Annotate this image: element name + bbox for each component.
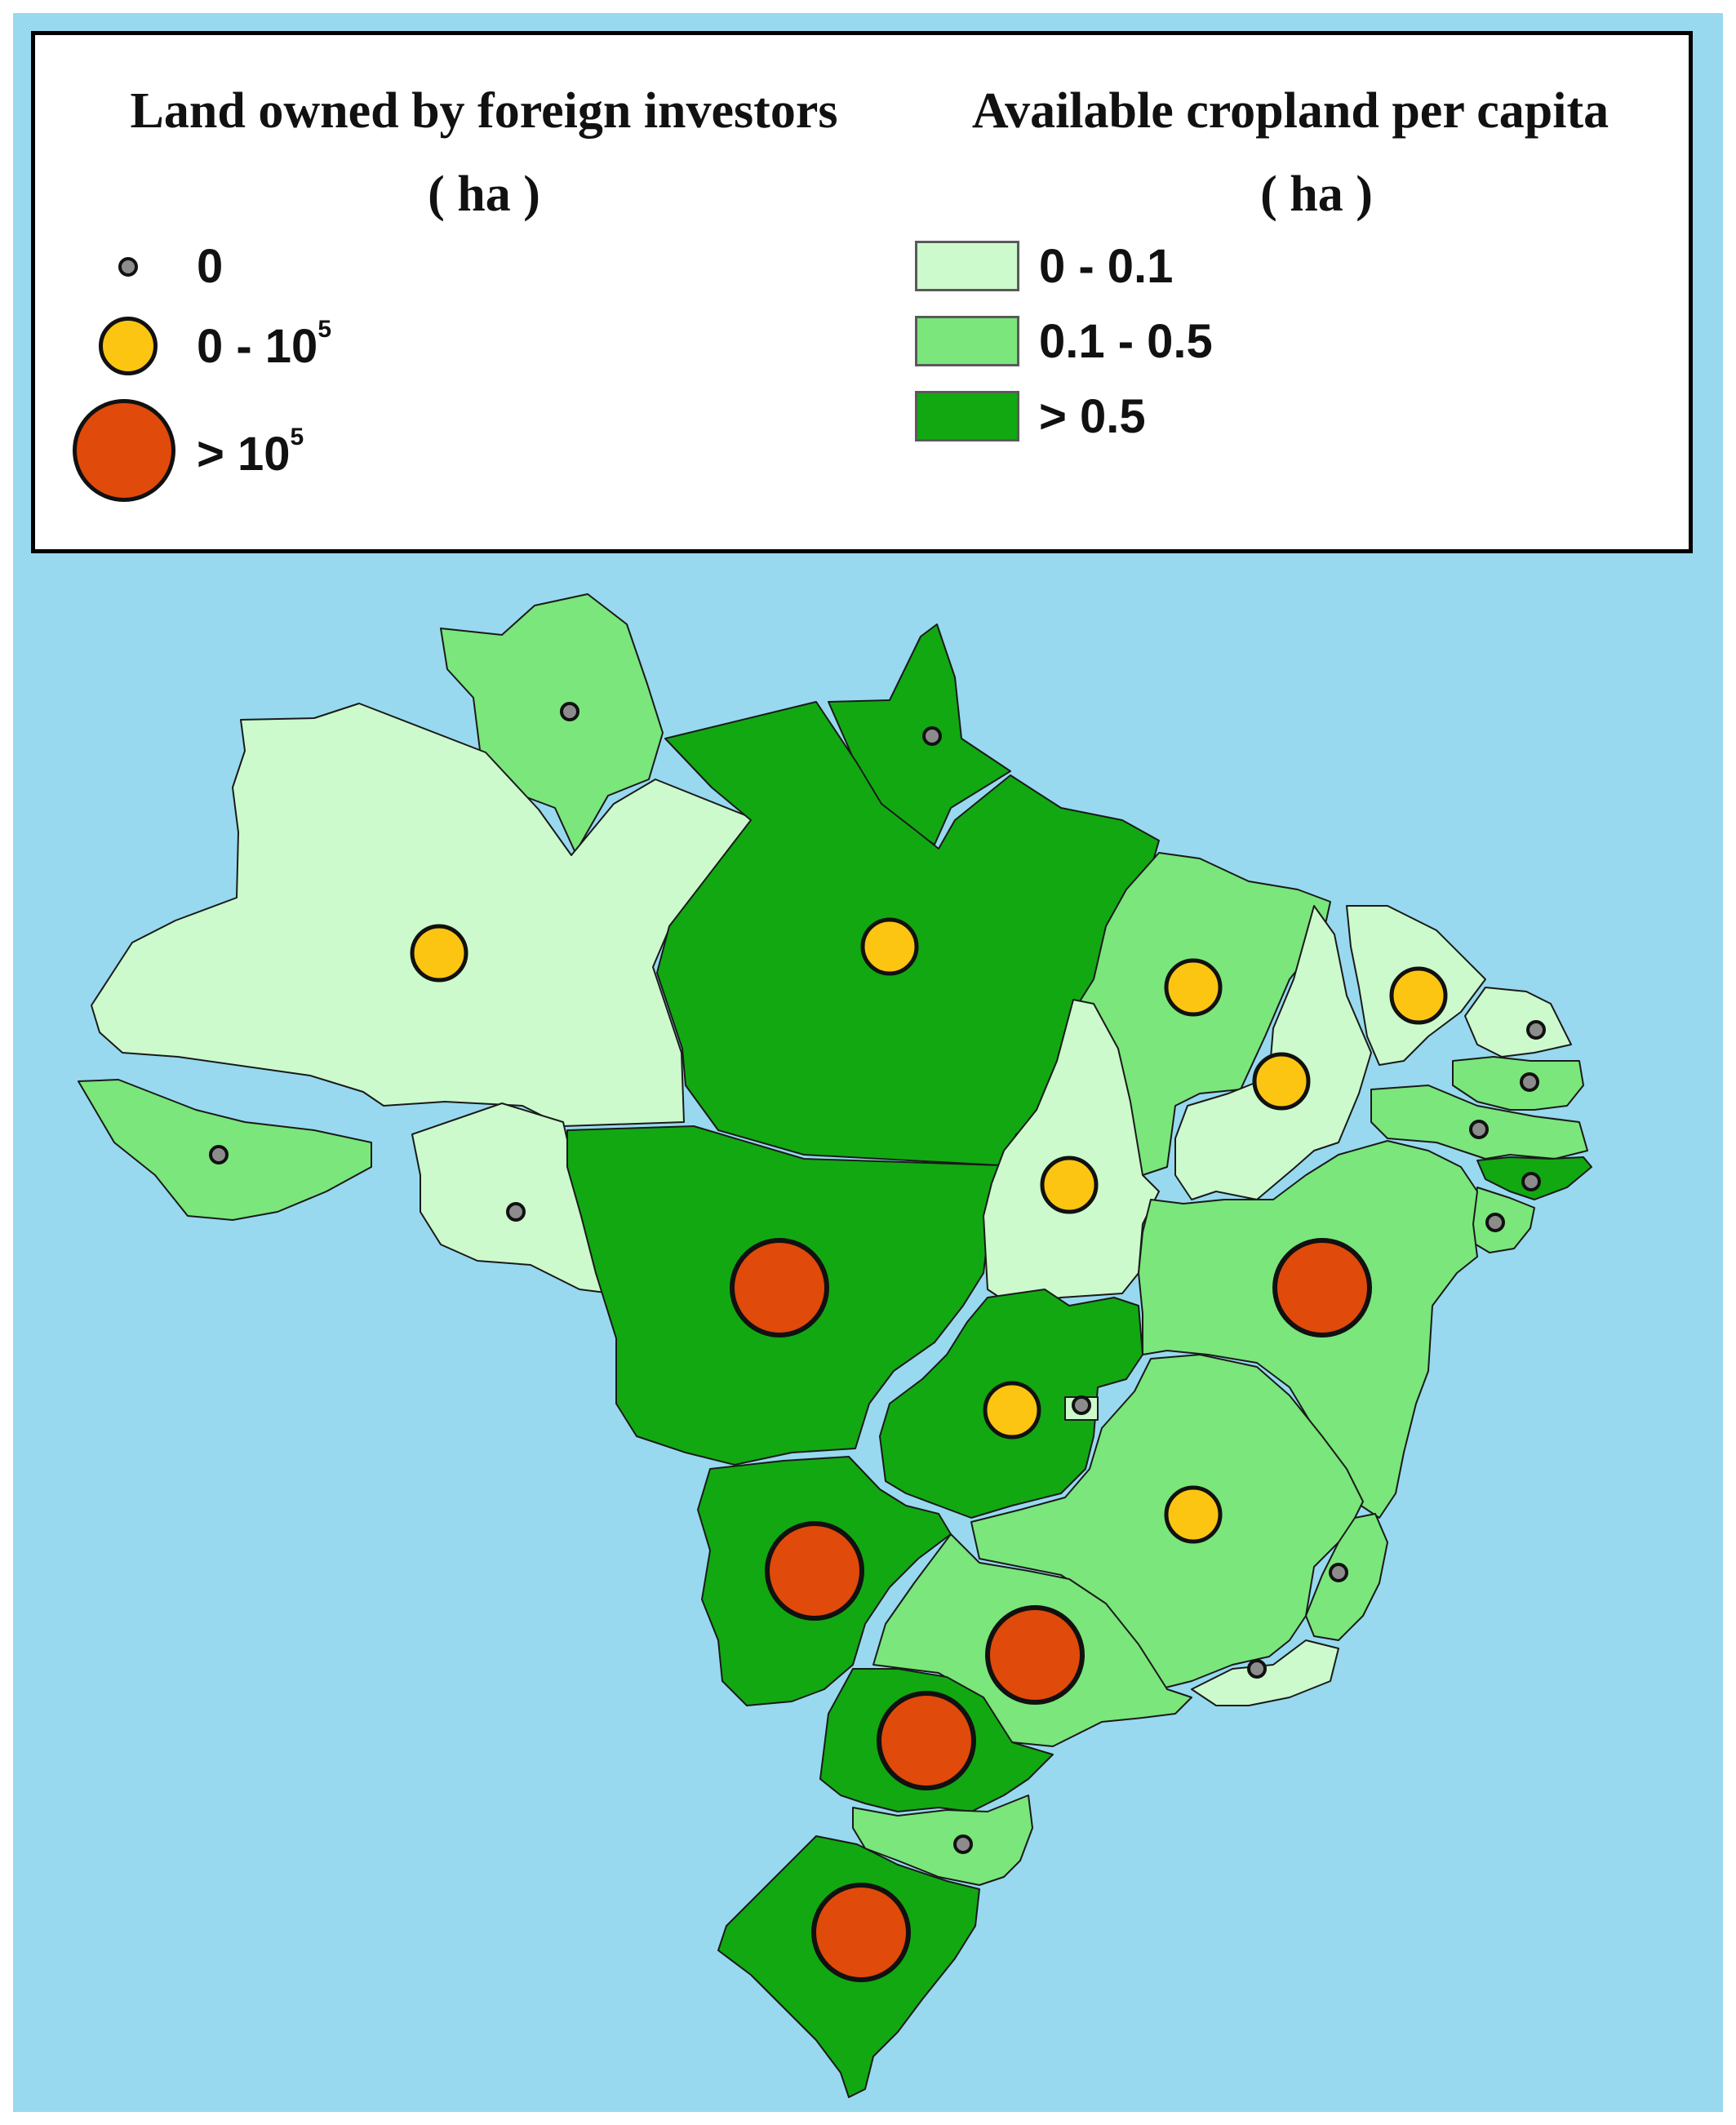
marker-rondonia xyxy=(506,1202,526,1222)
cropland-label-high: > 0.5 xyxy=(1039,390,1146,443)
region-rondonia xyxy=(411,1102,637,1294)
marker-maranhao xyxy=(1164,958,1223,1017)
marker-sao-paulo xyxy=(985,1605,1085,1705)
region-rio-grande-do-norte xyxy=(1464,987,1572,1058)
cropland-label-low: 0 - 0.1 xyxy=(1039,240,1174,293)
marker-roraima xyxy=(560,702,579,721)
cropland-swatch-low xyxy=(915,241,1019,291)
marker-minas-gerais xyxy=(1164,1485,1223,1544)
investment-small-label: 0 - 105 xyxy=(197,316,332,373)
region-tocantins xyxy=(983,999,1160,1306)
investment-small-marker-icon xyxy=(99,317,158,375)
cropland-label-mid: 0.1 - 0.5 xyxy=(1039,315,1213,368)
marker-sergipe xyxy=(1485,1213,1505,1232)
investment-large-marker-icon xyxy=(73,399,175,502)
marker-piaui xyxy=(1252,1052,1311,1111)
marker-goias xyxy=(983,1381,1041,1440)
marker-tocantins xyxy=(1040,1156,1099,1214)
marker-mato-grosso xyxy=(730,1238,829,1338)
marker-bahia xyxy=(1272,1238,1372,1338)
marker-amazonas xyxy=(410,924,468,983)
marker-para xyxy=(860,917,919,976)
marker-rio-grande-do-norte xyxy=(1526,1020,1546,1040)
investment-zero-label: 0 xyxy=(197,240,224,293)
marker-ceara xyxy=(1389,966,1448,1025)
marker-pernambuco xyxy=(1469,1120,1489,1139)
region-paraiba xyxy=(1452,1056,1584,1111)
cropland-swatch-mid xyxy=(915,316,1019,366)
investors-legend-unit: ( ha ) xyxy=(428,166,540,222)
marker-alagoas xyxy=(1521,1172,1541,1191)
cropland-legend-unit: ( ha ) xyxy=(1260,166,1373,222)
markers-layer xyxy=(209,702,1546,1982)
region-amazonas xyxy=(91,703,758,1127)
investment-large-label: > 105 xyxy=(197,424,304,481)
legend: Land owned by foreign investors ( ha ) 0… xyxy=(31,31,1693,553)
marker-acre xyxy=(209,1145,229,1165)
investors-legend-title: Land owned by foreign investors xyxy=(130,83,838,139)
regions-layer xyxy=(78,593,1592,2098)
marker-espirito-santo xyxy=(1329,1563,1348,1582)
marker-mato-grosso-do-sul xyxy=(765,1521,864,1621)
marker-amapa xyxy=(922,726,942,746)
marker-santa-catarina xyxy=(953,1834,973,1854)
marker-paraiba xyxy=(1520,1072,1539,1092)
marker-parana xyxy=(877,1691,976,1790)
region-roraima xyxy=(440,593,664,854)
investment-zero-marker-icon xyxy=(118,257,138,277)
cropland-swatch-high xyxy=(915,391,1019,441)
marker-rio-de-janeiro xyxy=(1247,1659,1267,1679)
marker-distrito-federal xyxy=(1072,1395,1091,1415)
marker-rio-grande-do-sul xyxy=(811,1883,911,1982)
cropland-legend-title: Available cropland per capita xyxy=(971,83,1609,139)
